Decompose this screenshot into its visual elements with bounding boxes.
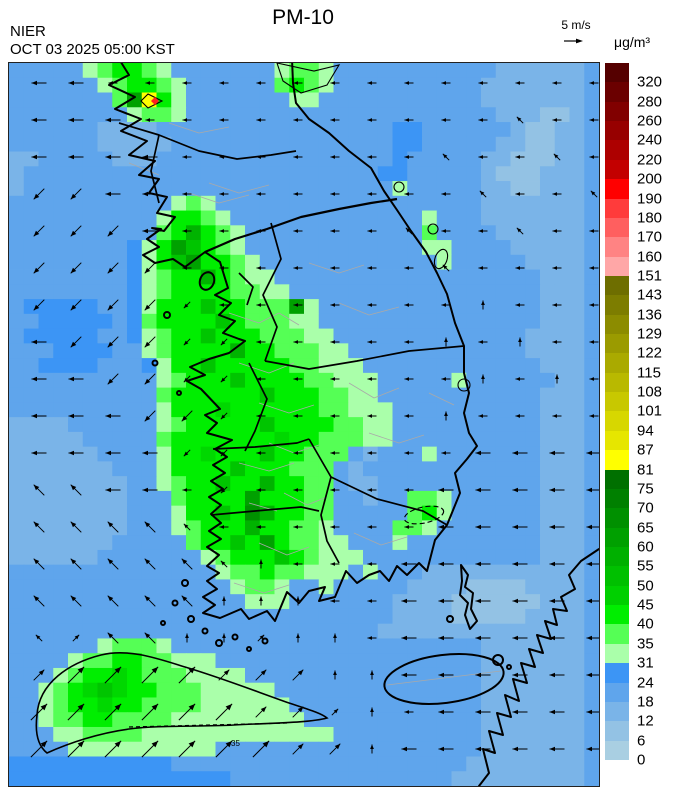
scale-cell	[605, 411, 629, 431]
scale-label: 320	[637, 73, 663, 91]
scale-label: 81	[637, 461, 654, 479]
scale-label: 70	[637, 499, 654, 517]
scale-label: 55	[637, 557, 654, 575]
scale-cell	[605, 140, 629, 160]
scale-cell	[605, 643, 629, 664]
scale-cell	[605, 488, 629, 509]
scale-label: 0	[637, 751, 646, 769]
contour-lines	[35, 63, 471, 754]
svg-text:35: 35	[231, 739, 240, 748]
scale-cell	[605, 372, 629, 393]
scale-label: 24	[637, 674, 654, 692]
scale-label: 260	[637, 112, 663, 130]
scale-label: 170	[637, 228, 663, 246]
scale-label: 129	[637, 325, 663, 343]
scale-cell	[605, 179, 629, 199]
scale-cell	[605, 740, 629, 760]
scale-cell	[605, 334, 629, 354]
scale-label: 180	[637, 209, 663, 227]
scale-label: 35	[637, 635, 654, 653]
wind-arrows	[30, 80, 599, 758]
pm10-map: 35	[8, 62, 600, 787]
scale-cell	[605, 121, 629, 141]
scale-label: 122	[637, 344, 663, 362]
scale-cell	[605, 682, 629, 702]
scale-cell	[605, 392, 629, 412]
scale-cell	[605, 353, 629, 373]
scale-cell	[605, 469, 629, 489]
concentration-grid	[9, 63, 599, 786]
scale-cell	[605, 546, 629, 567]
page-title: PM-10	[272, 6, 334, 29]
scale-label: 87	[637, 441, 654, 459]
scale-label: 75	[637, 480, 654, 498]
scale-label: 160	[637, 248, 663, 266]
units-label: μg/m³	[614, 34, 651, 50]
scale-cell	[605, 159, 629, 180]
scale-label: 115	[637, 364, 661, 382]
scale-cell	[605, 275, 629, 296]
scale-cell	[605, 566, 629, 586]
agency-label: NIER	[10, 23, 46, 40]
scale-cell	[605, 63, 629, 83]
scale-cell	[605, 295, 629, 315]
scale-label: 200	[637, 170, 663, 188]
scale-cell	[605, 605, 629, 625]
wind-scale-arrow-icon	[562, 36, 584, 46]
scale-label: 45	[637, 596, 654, 614]
scale-cell	[605, 508, 629, 528]
scale-cell	[605, 82, 629, 102]
province-borders	[118, 122, 465, 564]
coastlines	[108, 63, 599, 786]
scale-cell	[605, 314, 629, 335]
scale-label: 50	[637, 577, 654, 595]
scale-label: 40	[637, 615, 654, 633]
scale-label: 240	[637, 131, 663, 149]
scale-label: 190	[637, 190, 663, 208]
scale-cell	[605, 430, 629, 451]
scale-cell	[605, 450, 629, 470]
wind-scale-label: 5 m/s	[561, 18, 591, 32]
scale-label: 280	[637, 93, 663, 111]
scale-cell	[605, 527, 629, 547]
scale-cell	[605, 585, 629, 606]
scale-cell	[605, 701, 629, 722]
scale-label: 101	[637, 402, 663, 420]
scale-cell	[605, 624, 629, 644]
scale-label: 18	[637, 693, 654, 711]
scale-label: 143	[637, 286, 663, 304]
scale-cell	[605, 663, 629, 683]
map-canvas: 35	[9, 63, 599, 786]
scale-label: 31	[637, 654, 654, 672]
scale-cell	[605, 101, 629, 122]
scale-label: 151	[637, 267, 663, 285]
scale-label: 220	[637, 151, 663, 169]
scale-label: 60	[637, 538, 654, 556]
scale-cell	[605, 721, 629, 741]
scale-cell	[605, 217, 629, 238]
scale-label: 12	[637, 712, 654, 730]
color-scale	[605, 63, 629, 760]
scale-cell	[605, 198, 629, 218]
scale-label: 94	[637, 422, 654, 440]
timestamp-label: OCT 03 2025 05:00 KST	[10, 41, 175, 58]
scale-label: 108	[637, 383, 663, 401]
hotspot-marker	[151, 97, 159, 105]
contour-label: 35	[231, 739, 240, 748]
scale-cell	[605, 237, 629, 257]
scale-label: 65	[637, 519, 654, 537]
scale-label: 136	[637, 306, 663, 324]
scale-cell	[605, 256, 629, 276]
scale-label: 6	[637, 732, 646, 750]
